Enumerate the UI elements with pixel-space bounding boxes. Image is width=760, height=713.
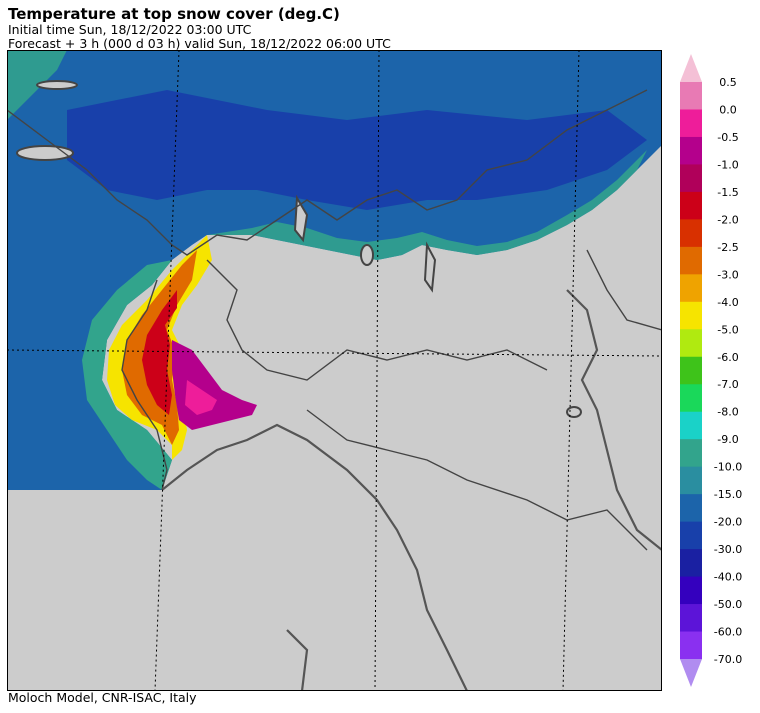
coast-ligurian (161, 423, 468, 691)
border-east (586, 249, 662, 331)
legend-swatch (680, 604, 702, 633)
snow-cover-western-slope (82, 260, 172, 490)
legend-label: -15.0 (714, 488, 742, 501)
legend-label: -1.0 (717, 158, 738, 171)
legend-swatch (680, 274, 702, 303)
legend-label: -8.0 (717, 406, 738, 419)
legend-swatch (680, 466, 702, 495)
legend-label: -30.0 (714, 543, 742, 556)
forecast-map (7, 50, 662, 691)
legend-swatch (680, 82, 702, 110)
legend-swatch (680, 246, 702, 275)
coast-adriatic (566, 289, 662, 551)
map-header: Temperature at top snow cover (deg.C) In… (8, 6, 668, 51)
legend-swatch (680, 439, 702, 468)
legend-swatch (680, 521, 702, 550)
legend-label: -70.0 (714, 653, 742, 666)
legend-swatch (680, 301, 702, 330)
legend-swatches (680, 54, 702, 687)
legend-label: -50.0 (714, 598, 742, 611)
legend-swatch (680, 576, 702, 605)
coastlines (161, 289, 662, 691)
map-frame (7, 50, 662, 691)
lake-como (360, 244, 374, 266)
legend-label: -7.0 (717, 378, 738, 391)
lake-garda (423, 241, 437, 293)
legend-label: -10.0 (714, 461, 742, 474)
initial-time: Initial time Sun, 18/12/2022 03:00 UTC (8, 22, 252, 37)
legend-swatch (680, 384, 702, 413)
legend-swatch (680, 329, 702, 358)
legend-swatch (680, 136, 702, 165)
legend-swatch (680, 219, 702, 248)
legend-label: -6.0 (717, 351, 738, 364)
legend-cap-top (680, 54, 702, 82)
map-title: Temperature at top snow cover (deg.C) (8, 5, 340, 23)
border-emilia (306, 409, 648, 551)
snow-cover-mild-edge-2 (207, 150, 647, 260)
border-italy-inland (206, 259, 548, 381)
legend-swatch (680, 549, 702, 578)
borders (7, 89, 662, 551)
graticule-meridian-1 (154, 50, 180, 691)
graticule-meridian-2 (374, 50, 380, 691)
snow-cover-deep-cold (67, 90, 647, 210)
graticule-meridian-3 (562, 50, 580, 691)
legend-swatch (680, 631, 702, 660)
lake-neuchatel (36, 80, 78, 90)
legend-swatch (680, 191, 702, 220)
legend-label: -2.5 (717, 241, 738, 254)
legend-labels: 0.5 0.0 -0.5 -1.0 -1.5 -2.0 -2.5 -3.0 -4.0 -5.0 -6… (714, 76, 742, 666)
legend-cap-bottom (680, 659, 702, 687)
lake-small (566, 406, 582, 418)
legend-swatch (680, 356, 702, 385)
graticule (7, 50, 662, 691)
legend-label: -60.0 (714, 626, 742, 639)
legend-label: -20.0 (714, 516, 742, 529)
legend-label: -9.0 (717, 433, 738, 446)
lake-maggiore (293, 194, 309, 243)
legend-label: -2.0 (717, 213, 738, 226)
model-credit: Moloch Model, CNR-ISAC, Italy (8, 690, 197, 705)
coast-corsica (286, 629, 309, 691)
legend-label: -0.5 (717, 131, 738, 144)
lakes (16, 80, 582, 418)
legend-swatch (680, 494, 702, 523)
snow-cover-warmest (142, 290, 177, 415)
border-france-italy (121, 279, 168, 491)
border-alpine-arc (7, 89, 648, 256)
legend-label: -40.0 (714, 571, 742, 584)
legend-label: 0.0 (719, 103, 737, 116)
legend-label: -1.5 (717, 186, 738, 199)
legend-swatch (680, 164, 702, 193)
legend-label: -3.0 (717, 268, 738, 281)
legend-label: -4.0 (717, 296, 738, 309)
legend-swatch (680, 109, 702, 138)
snow-cover-near-melt-pink (185, 380, 217, 415)
forecast-valid-time: Forecast + 3 h (000 d 03 h) valid Sun, 1… (8, 36, 391, 51)
color-legend: 0.5 0.0 -0.5 -1.0 -1.5 -2.0 -2.5 -3.0 -4.0 -5.0 -6… (680, 54, 742, 687)
legend-swatch (680, 411, 702, 440)
legend-label: 0.5 (719, 76, 737, 89)
legend-label: -5.0 (717, 323, 738, 336)
graticule-parallel (7, 349, 662, 357)
